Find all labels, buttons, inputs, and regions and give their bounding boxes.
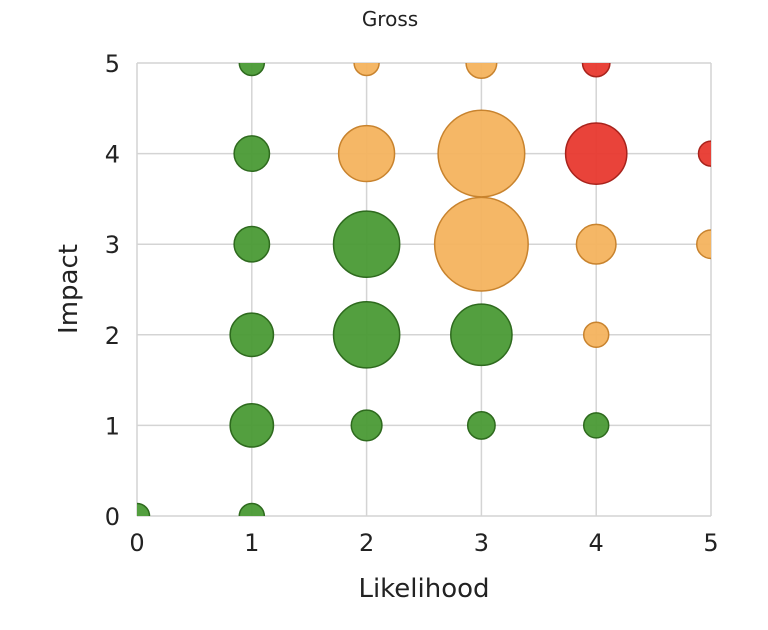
bubble-point (229, 312, 275, 358)
bubble-point (233, 225, 271, 263)
chart-title: Gross (362, 7, 418, 31)
bubble-point (450, 303, 513, 367)
y-tick-label: 0 (105, 503, 120, 531)
y-tick-label: 3 (105, 231, 120, 259)
bubble-point (466, 410, 496, 440)
bubble-point (433, 196, 529, 292)
grid (136, 62, 712, 517)
bubble-point (137, 502, 151, 516)
x-axis-label: Likelihood (358, 574, 489, 604)
bubble-point (350, 409, 383, 442)
bubble-point (238, 63, 266, 77)
bubble-point (564, 122, 628, 185)
bubble-point (575, 223, 617, 265)
x-tick-label: 4 (589, 529, 604, 557)
y-tick-label: 2 (105, 322, 120, 350)
bubble-series (137, 63, 711, 516)
bubble-point (582, 321, 610, 349)
y-axis-label: Impact (54, 244, 84, 334)
x-tick-label: 2 (359, 529, 374, 557)
bubble-point (437, 109, 526, 198)
bubble-point (465, 63, 498, 80)
y-tick-label: 4 (105, 141, 120, 169)
y-tick-label: 5 (105, 50, 120, 78)
y-tick-label: 1 (105, 412, 120, 440)
axis-ticks: 0 1 2 3 4 5 0 1 2 3 4 5 (105, 50, 719, 557)
bubble-point (696, 229, 711, 260)
bubble-point (332, 210, 401, 279)
x-tick-label: 3 (474, 529, 489, 557)
bubble-point (337, 124, 396, 183)
x-tick-label: 5 (703, 529, 718, 557)
bubble-point (229, 402, 275, 448)
x-tick-label: 1 (244, 529, 259, 557)
x-tick-label: 0 (129, 529, 144, 557)
bubble-point (238, 502, 266, 516)
bubble-point (582, 412, 610, 439)
bubble-point (233, 135, 271, 173)
bubble-point (332, 300, 401, 369)
bubble-point (697, 140, 711, 167)
bubble-point (353, 63, 380, 77)
bubble-point (581, 63, 611, 78)
